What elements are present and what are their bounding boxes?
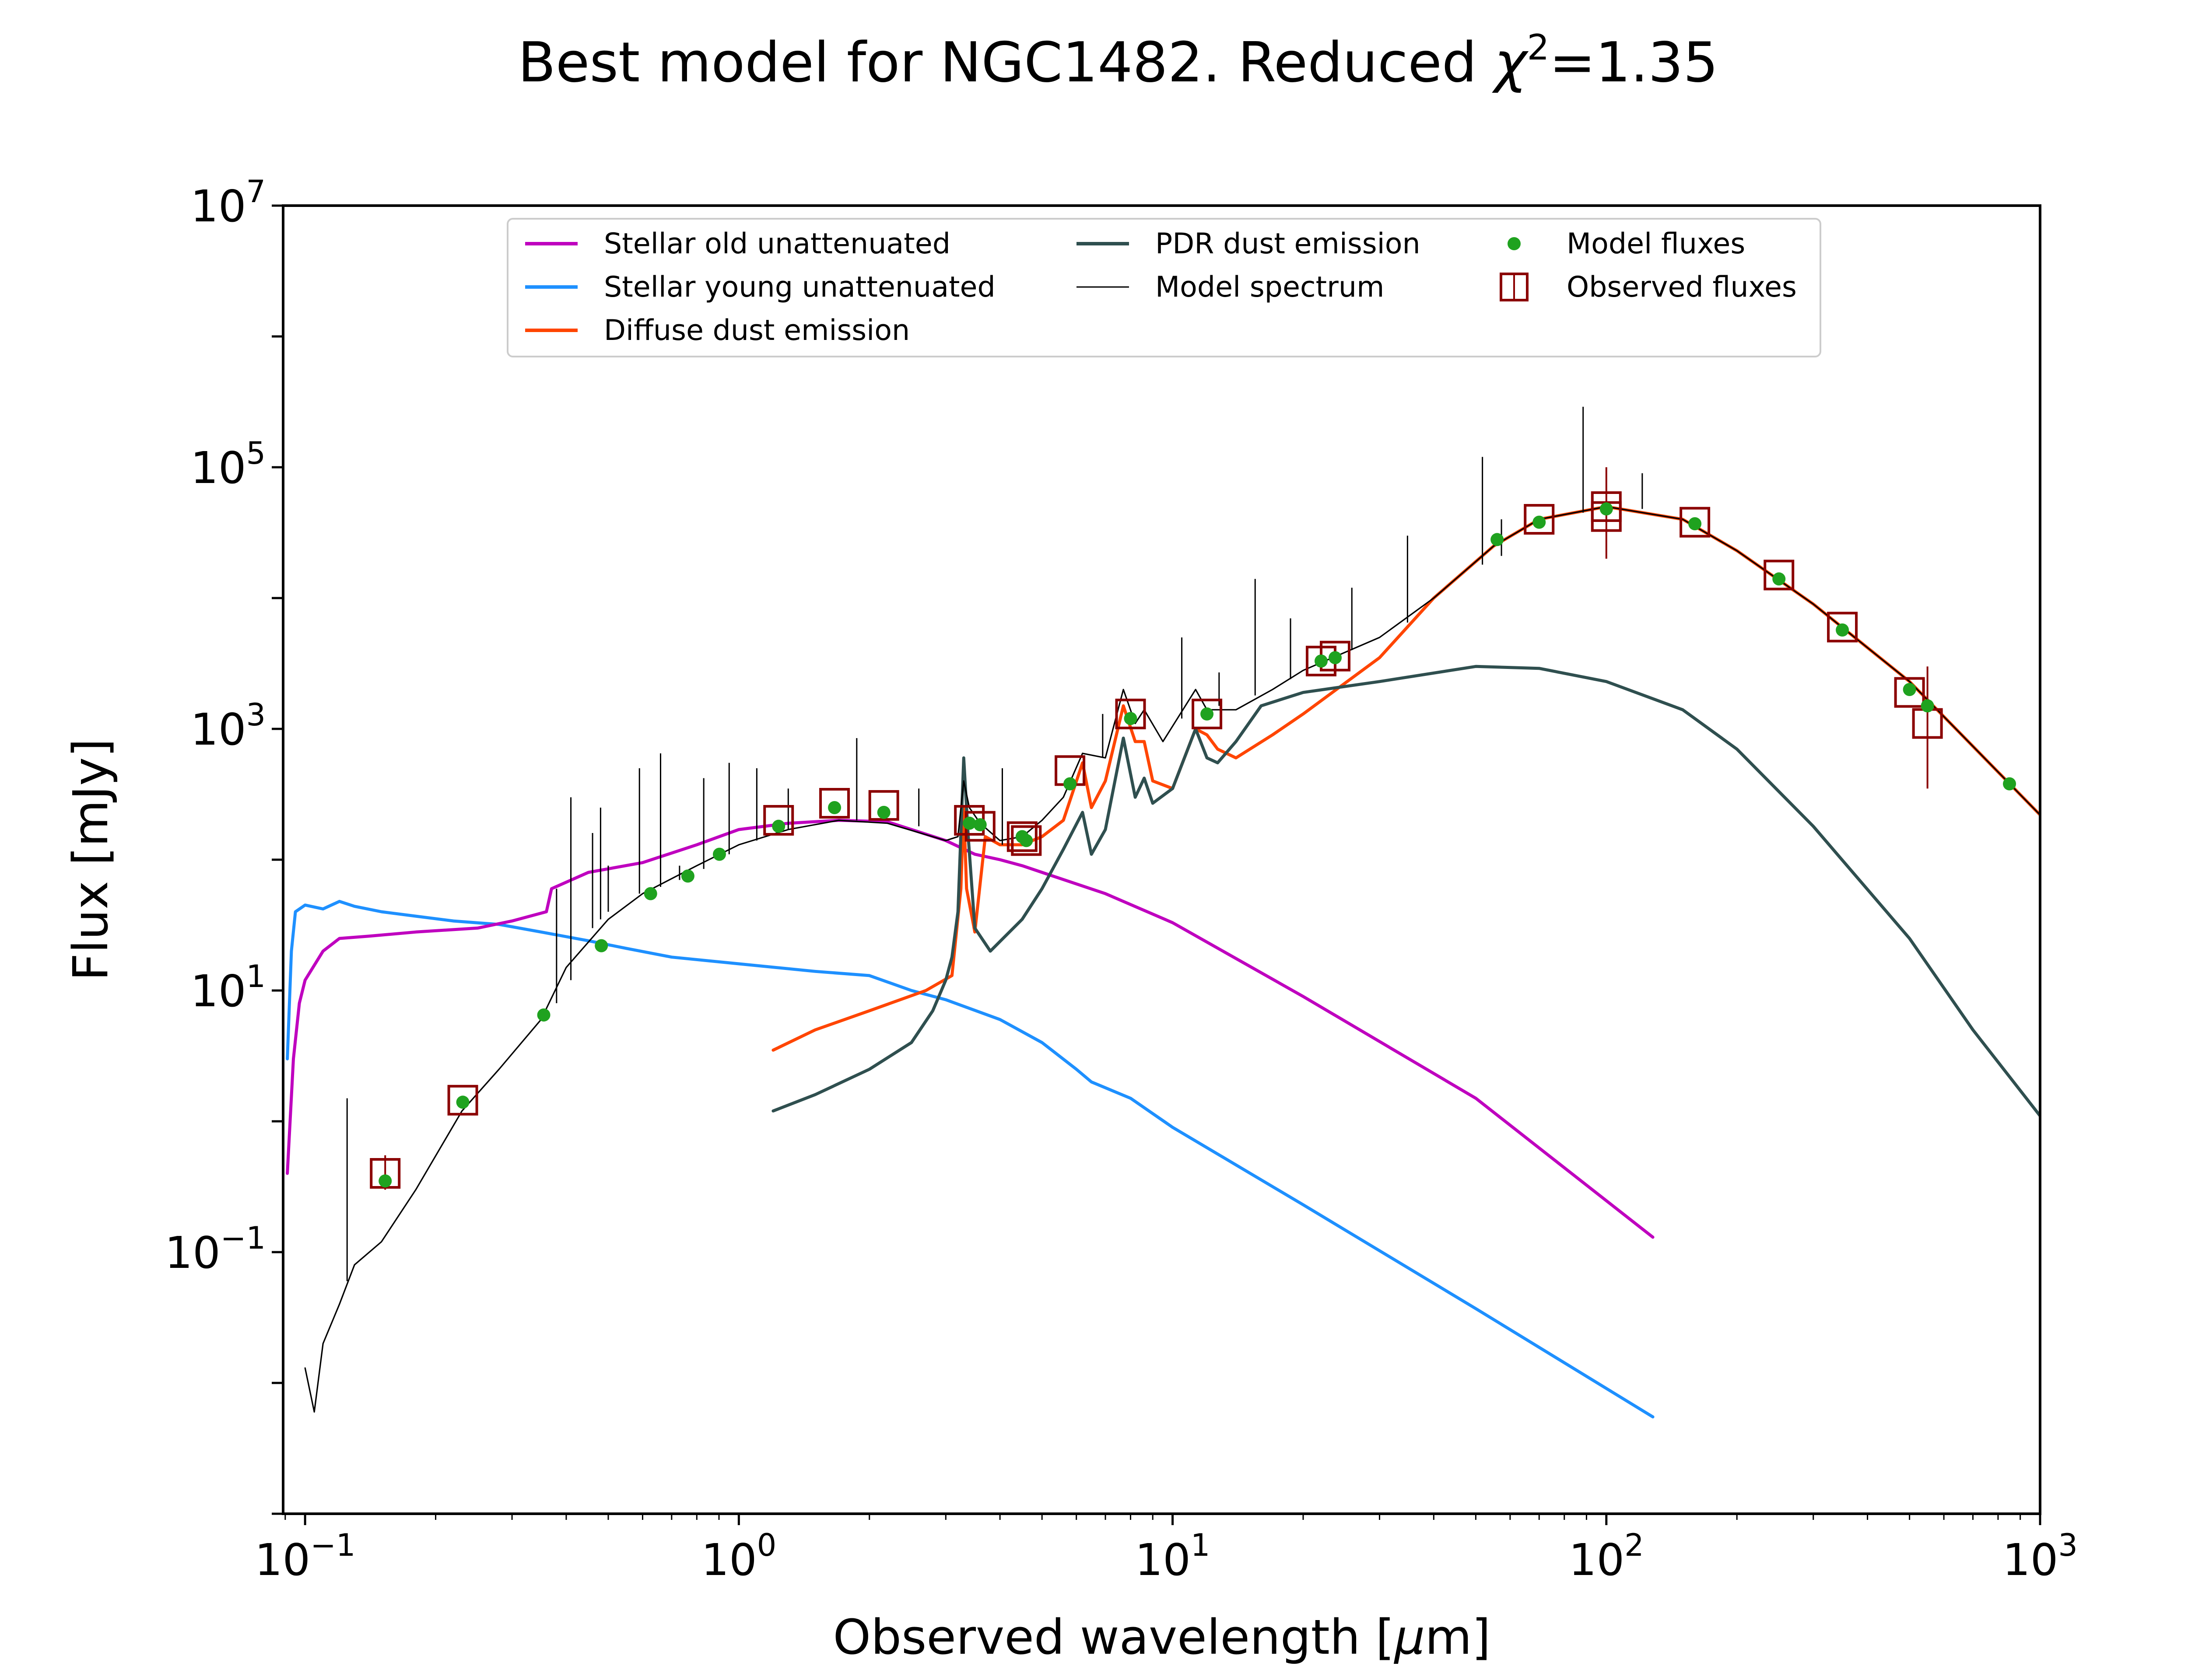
y-axis-ticks: 10−1 101 103 105 107: [165, 174, 283, 1515]
y-tick-label: 107: [190, 174, 266, 232]
series-line-stellar_old: [286, 819, 1655, 1239]
legend-box: [507, 218, 1821, 357]
observed-flux-marker: [1192, 698, 1223, 729]
observed-flux-marker: [819, 788, 850, 819]
model-flux-point: [1124, 712, 1137, 725]
model-flux-point: [456, 1096, 470, 1109]
legend-label-pdr_dust: PDR dust emission: [1155, 228, 1420, 260]
observed-flux-marker: [763, 805, 794, 836]
model-flux-point: [877, 805, 891, 819]
y-tick-label: 10−1: [165, 1220, 266, 1278]
legend-label-stellar_old: Stellar old unattenuated: [604, 228, 950, 260]
model-flux-point: [1063, 777, 1077, 791]
legend-label-model_spectrum: Model spectrum: [1155, 271, 1384, 304]
observed-flux-marker: [1006, 821, 1038, 852]
model-flux-point: [1329, 651, 1342, 665]
model-flux-point: [1836, 623, 1849, 637]
y-tick-label: 105: [190, 435, 266, 494]
model-flux-point: [1688, 517, 1702, 531]
model-flux-point: [1200, 707, 1214, 721]
model-flux-point: [1020, 834, 1033, 847]
model-flux-point: [1921, 699, 1934, 713]
observed-flux-marker: [447, 1085, 478, 1116]
observed-flux-marker: [1827, 612, 1858, 643]
model-flux-point: [772, 819, 785, 833]
legend-label-observed_fluxes: Observed fluxes: [1567, 271, 1797, 304]
series-line-pdr_dust: [771, 665, 2040, 1118]
model-flux-point: [537, 1008, 551, 1022]
observed-flux-marker: [1115, 698, 1146, 729]
model-flux-point: [1314, 654, 1328, 668]
legend-label-diffuse_dust: Diffuse dust emission: [604, 314, 910, 347]
marker-layer: [370, 467, 2016, 1190]
chart-title: Best model for NGC1482. Reduced χ2=1.35: [518, 27, 1718, 94]
y-tick-label: 103: [190, 697, 266, 755]
legend-label-stellar_young: Stellar young unattenuated: [604, 271, 996, 304]
model-flux-point: [595, 939, 608, 952]
model-flux-point: [644, 887, 657, 900]
observed-flux-marker: [868, 790, 899, 821]
y-tick-label: 101: [190, 959, 266, 1017]
model-flux-point: [828, 801, 842, 815]
series-line-stellar_young: [286, 900, 1655, 1419]
model-flux-point: [2003, 777, 2016, 791]
observed-flux-marker: [1011, 825, 1042, 856]
model-flux-point: [1599, 502, 1613, 516]
x-tick-label: 100: [701, 1527, 776, 1586]
x-tick-label: 103: [2002, 1527, 2078, 1586]
model-flux-point: [1772, 572, 1786, 586]
x-tick-label: 101: [1135, 1527, 1210, 1586]
model-flux-point: [379, 1174, 392, 1188]
observed-flux-marker: [1524, 504, 1555, 535]
x-tick-label: 102: [1569, 1527, 1644, 1586]
model-flux-point: [1490, 533, 1504, 546]
legend-label-model_fluxes: Model fluxes: [1567, 228, 1745, 260]
model-flux-point: [973, 818, 987, 832]
observed-flux-marker: [1764, 560, 1795, 591]
model-flux-point: [963, 816, 976, 830]
observed-flux-marker: [1894, 677, 1925, 708]
series-layer: [286, 406, 2040, 1419]
legend: Stellar old unattenuated Stellar young un…: [507, 218, 1821, 357]
observed-flux-marker: [1680, 507, 1711, 538]
model-flux-point: [712, 847, 726, 861]
model-flux-point: [681, 869, 694, 883]
y-axis-label: Flux [mJy]: [63, 738, 119, 981]
x-tick-label: 10−1: [255, 1527, 355, 1586]
legend-swatch-model_fluxes: [1508, 237, 1521, 250]
model-flux-point: [1532, 515, 1546, 529]
x-axis-ticks: 10−1 100 101 102 103: [255, 1514, 2078, 1586]
x-axis-label: Observed wavelength [μm]: [833, 1609, 1491, 1665]
model-flux-point: [1903, 682, 1916, 696]
